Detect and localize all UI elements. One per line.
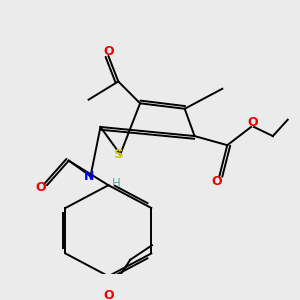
Text: O: O (103, 289, 114, 300)
Text: N: N (84, 169, 94, 183)
Text: O: O (211, 175, 222, 188)
Text: O: O (36, 182, 46, 194)
Text: O: O (247, 116, 258, 129)
Text: H: H (112, 177, 121, 190)
Text: S: S (114, 148, 124, 161)
Text: O: O (103, 45, 114, 58)
